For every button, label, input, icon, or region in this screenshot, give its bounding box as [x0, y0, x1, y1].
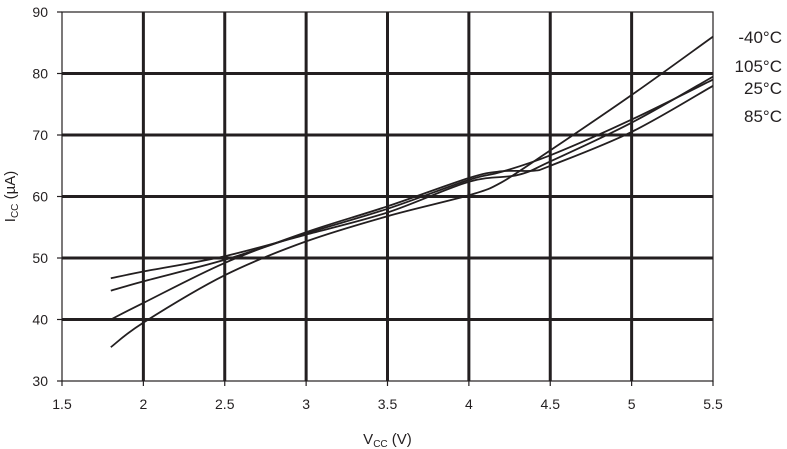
y-tick-label: 80 — [32, 66, 48, 82]
x-tick-label: 5 — [628, 396, 636, 412]
series-line-2 — [110, 75, 714, 280]
y-axis-title-sub: CC — [10, 204, 21, 218]
series-line-1 — [110, 35, 714, 348]
y-tick-label: 40 — [32, 312, 48, 328]
x-axis-title-main: V — [363, 431, 373, 448]
x-axis-title-sub: CC — [373, 439, 387, 449]
x-tick-label: 2 — [139, 396, 147, 412]
y-tick-label: 30 — [32, 373, 48, 389]
legend-label-4: 85°C — [744, 107, 782, 126]
series-lines — [110, 35, 714, 348]
y-tick-labels: 30 40 50 60 70 80 90 — [32, 4, 62, 389]
grid-lines — [62, 12, 713, 381]
y-tick-label: 70 — [32, 127, 48, 143]
x-tick-label: 3 — [302, 396, 310, 412]
legend-label-1: -40°C — [738, 28, 782, 47]
y-axis-title-main: I — [2, 218, 19, 222]
x-tick-label: 2.5 — [215, 396, 235, 412]
legend-label-2: 105°C — [735, 57, 782, 76]
y-tick-label: 90 — [32, 4, 48, 20]
x-tick-label: 5.5 — [703, 396, 723, 412]
series-line-4 — [110, 85, 714, 321]
y-tick-label: 60 — [32, 189, 48, 205]
x-tick-label: 3.5 — [378, 396, 398, 412]
x-axis-title: VCC (V) — [363, 431, 412, 449]
series-line-3 — [110, 78, 714, 292]
x-tick-labels: 1.5 2 2.5 3 3.5 4 4.5 5 5.5 — [52, 381, 723, 412]
legend: -40°C 105°C 25°C 85°C — [735, 28, 782, 126]
x-tick-label: 1.5 — [52, 396, 72, 412]
y-tick-label: 50 — [32, 250, 48, 266]
y-axis-title: ICC (µA) — [2, 171, 21, 222]
x-tick-label: 4 — [465, 396, 473, 412]
legend-label-3: 25°C — [744, 79, 782, 98]
x-tick-label: 4.5 — [541, 396, 561, 412]
x-axis-title-unit: (V) — [388, 431, 412, 448]
y-axis-title-unit: (µA) — [2, 171, 19, 204]
